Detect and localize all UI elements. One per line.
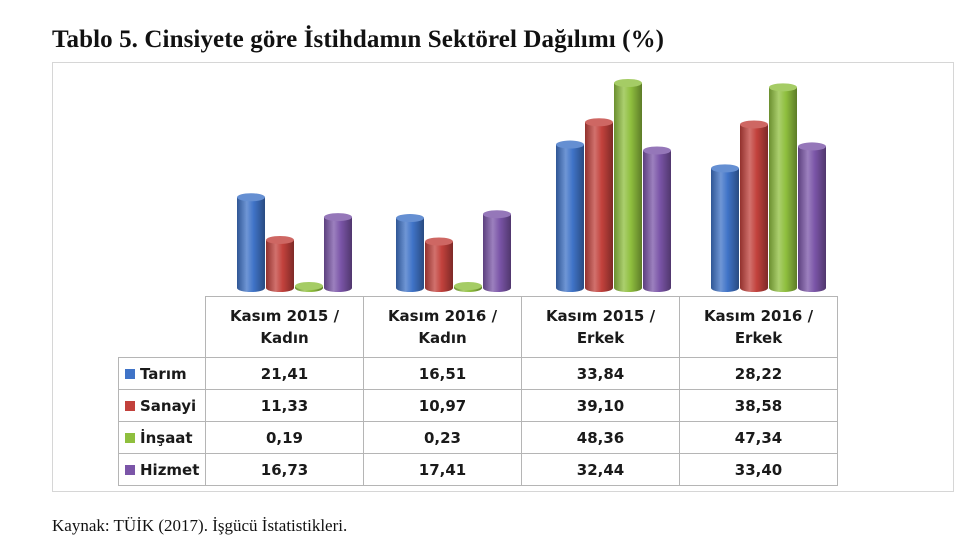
bar-2-2 bbox=[614, 79, 642, 292]
category-label: Kasım 2015 / Kadın bbox=[205, 296, 364, 358]
bar-top bbox=[483, 210, 511, 219]
category-label: Kasım 2016 / Erkek bbox=[679, 296, 838, 358]
data-label: 33,84 bbox=[521, 357, 680, 390]
bar-3-3 bbox=[798, 142, 826, 292]
table-row: İnşaat 0,19 0,23 48,36 47,34 bbox=[118, 421, 838, 454]
bar-top bbox=[396, 214, 424, 223]
bar-top bbox=[556, 140, 584, 149]
table-row: Hizmet 16,73 17,41 32,44 33,40 bbox=[118, 453, 838, 486]
legend-entry: Tarım bbox=[118, 357, 206, 390]
data-label: 33,40 bbox=[679, 453, 838, 486]
table-row: Sanayi 11,33 10,97 39,10 38,58 bbox=[118, 389, 838, 422]
legend-label: Sanayi bbox=[140, 396, 197, 415]
bar-1-2 bbox=[585, 118, 613, 293]
bar-top bbox=[643, 146, 671, 155]
legend-entry: İnşaat bbox=[118, 421, 206, 454]
bar-1-0 bbox=[266, 235, 294, 292]
data-label: 28,22 bbox=[679, 357, 838, 390]
data-label: 16,51 bbox=[363, 357, 522, 390]
legend-label: İnşaat bbox=[140, 428, 193, 447]
bar-1-3 bbox=[740, 120, 768, 292]
table-header-row: Kasım 2015 / Kadın Kasım 2016 / Kadın Kası… bbox=[119, 296, 838, 358]
bar-body bbox=[396, 218, 424, 292]
bar-top bbox=[798, 142, 826, 151]
legend-entry: Sanayi bbox=[118, 389, 206, 422]
bar-body bbox=[798, 146, 826, 292]
category-label-line1: Kasım 2016 / bbox=[703, 307, 814, 325]
bar-3-0 bbox=[324, 213, 352, 292]
source-caption: Kaynak: TÜİK (2017). İşgücü İstatistikle… bbox=[52, 516, 348, 535]
data-label: 17,41 bbox=[363, 453, 522, 486]
category-label-line1: Kasım 2015 / bbox=[545, 307, 656, 325]
bar-3-1 bbox=[483, 210, 511, 292]
bar-top bbox=[711, 164, 739, 173]
data-label: 0,23 bbox=[363, 421, 522, 454]
data-label: 47,34 bbox=[679, 421, 838, 454]
category-label-line1: Kasım 2015 / bbox=[229, 307, 340, 325]
data-label: 21,41 bbox=[205, 357, 364, 390]
category-label-line2: Erkek bbox=[576, 329, 625, 347]
bar-body bbox=[324, 217, 352, 292]
data-label: 16,73 bbox=[205, 453, 364, 486]
bar-body bbox=[585, 122, 613, 293]
data-label: 48,36 bbox=[521, 421, 680, 454]
bar-body bbox=[237, 197, 265, 292]
bar-1-1 bbox=[425, 237, 453, 292]
bar-0-0 bbox=[237, 193, 265, 292]
bar-body bbox=[643, 150, 671, 292]
legend-swatch bbox=[125, 400, 135, 411]
bar-top bbox=[237, 193, 265, 202]
bar-0-1 bbox=[396, 214, 424, 292]
bar-top bbox=[740, 120, 768, 129]
data-label: 0,19 bbox=[205, 421, 364, 454]
bar-0-3 bbox=[711, 164, 739, 292]
category-label-line2: Kadın bbox=[260, 329, 309, 347]
legend-swatch bbox=[125, 368, 135, 379]
data-label: 11,33 bbox=[205, 389, 364, 422]
category-label: Kasım 2015 / Erkek bbox=[521, 296, 680, 358]
bar-top bbox=[454, 282, 482, 290]
bar-top bbox=[769, 83, 797, 92]
chart-title: Tablo 5. Cinsiyete göre İstihdamın Sektö… bbox=[52, 26, 665, 53]
bar-2-1 bbox=[454, 282, 482, 292]
table-row: Tarım 21,41 16,51 33,84 28,22 bbox=[118, 357, 838, 390]
data-label: 32,44 bbox=[521, 453, 680, 486]
bar-body bbox=[556, 144, 584, 292]
bar-body bbox=[483, 214, 511, 292]
legend-entry: Hizmet bbox=[118, 453, 206, 486]
bar-body bbox=[266, 239, 294, 292]
bar-top bbox=[295, 282, 323, 290]
bar-body bbox=[711, 168, 739, 292]
bar-body bbox=[425, 241, 453, 292]
category-label-line2: Kadın bbox=[418, 329, 467, 347]
chart-data-table: Kasım 2015 / Kadın Kasım 2016 / Kadın Kası… bbox=[118, 296, 838, 486]
legend-swatch bbox=[125, 464, 135, 475]
legend-swatch bbox=[125, 432, 135, 443]
bar-2-0 bbox=[295, 282, 323, 292]
category-label-line1: Kasım 2016 / bbox=[387, 307, 498, 325]
bar-top bbox=[614, 79, 642, 87]
bar-2-3 bbox=[769, 83, 797, 292]
data-label: 39,10 bbox=[521, 389, 680, 422]
bar-top bbox=[324, 213, 352, 222]
bar-0-2 bbox=[556, 140, 584, 292]
data-label: 10,97 bbox=[363, 389, 522, 422]
bar-top bbox=[585, 118, 613, 127]
table-corner bbox=[119, 297, 206, 358]
bar-3-2 bbox=[643, 146, 671, 292]
bar-top bbox=[425, 237, 453, 246]
data-label: 38,58 bbox=[679, 389, 838, 422]
category-label-line2: Erkek bbox=[734, 329, 783, 347]
bar-body bbox=[740, 124, 768, 292]
bar-body bbox=[614, 83, 642, 292]
bar-top bbox=[266, 235, 294, 244]
legend-label: Hizmet bbox=[140, 460, 200, 479]
category-label: Kasım 2016 / Kadın bbox=[363, 296, 522, 358]
legend-label: Tarım bbox=[140, 364, 187, 383]
bar-body bbox=[769, 87, 797, 292]
